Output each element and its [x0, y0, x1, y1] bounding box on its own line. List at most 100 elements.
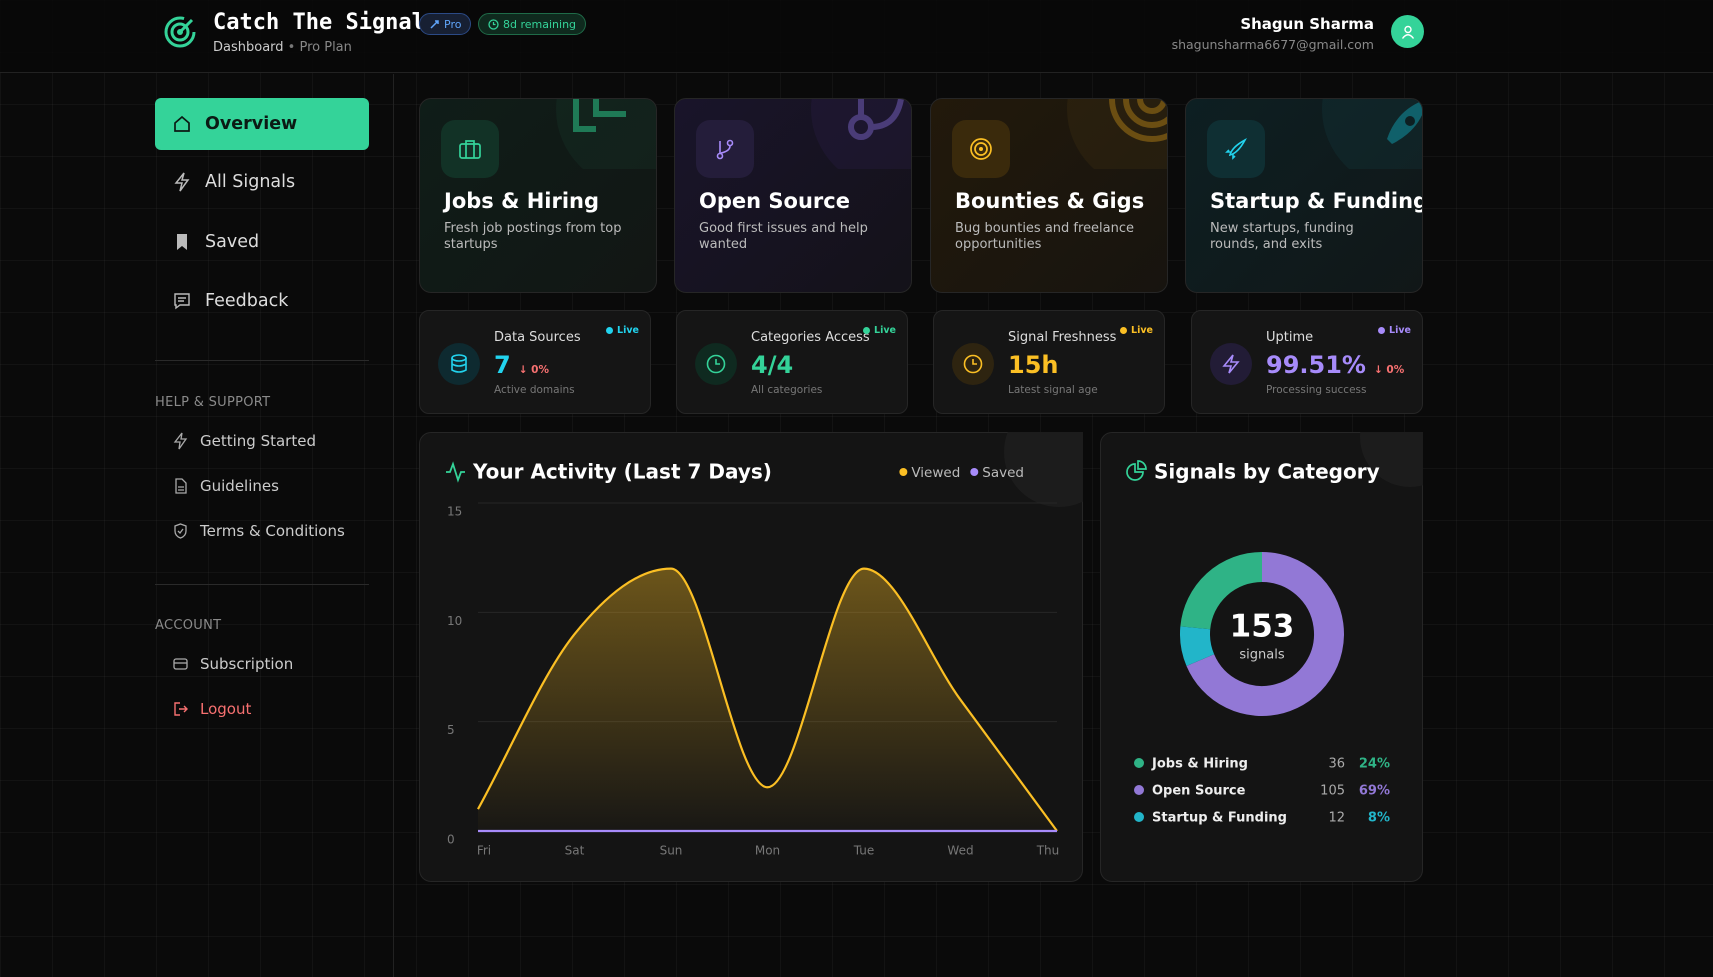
legend-count: 36 [1328, 757, 1345, 772]
donut-caption: signals [1239, 648, 1284, 663]
category-card[interactable]: Open Source Good first issues and help wa… [674, 98, 912, 293]
divider [155, 360, 369, 361]
avatar[interactable] [1391, 15, 1424, 48]
series-line [477, 567, 1058, 832]
legend-label: Viewed [911, 465, 960, 481]
legend-count: 12 [1328, 811, 1345, 826]
sidebar-border [393, 74, 394, 977]
stat-label: Uptime [1266, 330, 1314, 345]
help-item[interactable]: Terms & Conditions [173, 522, 345, 540]
legend-label: Jobs & Hiring [1151, 757, 1248, 772]
header [0, 0, 1713, 73]
category-panel [1100, 432, 1423, 882]
help-label: Terms & Conditions [200, 522, 345, 540]
category-card[interactable]: Startup & Funding New startups, funding r… [1185, 98, 1423, 293]
category-card[interactable]: Jobs & Hiring Fresh job postings from top… [419, 98, 657, 293]
live-badge: Live [1120, 325, 1153, 336]
icon-box [1207, 120, 1265, 178]
category-card[interactable]: Bounties & Gigs Bug bounties and freelanc… [930, 98, 1168, 293]
user-icon [1401, 25, 1414, 39]
bolt-icon [1222, 354, 1240, 374]
card-description: Fresh job postings from top startups [444, 221, 622, 252]
nav-item[interactable]: All Signals [173, 172, 295, 192]
account-item[interactable]: Subscription [173, 655, 293, 673]
section-heading: HELP & SUPPORT [155, 395, 271, 410]
chart-title: Signals by Category [1154, 460, 1380, 484]
legend-share: 24% [1359, 757, 1390, 772]
card-title: Jobs & Hiring [444, 189, 600, 213]
donut-total: 153 [1230, 609, 1295, 645]
donut-segment [1186, 552, 1344, 716]
panel-decoration [1360, 432, 1423, 487]
nav-label: All Signals [205, 172, 296, 192]
logout-item[interactable]: Logout [173, 700, 251, 718]
app-title: Catch The Signal [213, 10, 425, 35]
briefcase-icon [459, 140, 481, 159]
help-item[interactable]: Guidelines [173, 477, 279, 495]
legend-share: 69% [1359, 784, 1390, 799]
stat-card: Signal Freshness 15h Latest signal age Live [933, 310, 1165, 414]
shield-icon [174, 523, 187, 539]
help-label: Getting Started [200, 432, 316, 450]
x-tick-label: Sun [660, 844, 683, 858]
stat-caption: All categories [751, 384, 823, 396]
branch-icon [716, 139, 734, 160]
card-icon [173, 658, 188, 670]
y-tick-label: 5 [447, 723, 455, 737]
help-label: Guidelines [200, 477, 279, 495]
stat-value-row: 7 ↓ 0% [494, 351, 549, 379]
icon-box [952, 120, 1010, 178]
trial-badge: 8d remaining [478, 13, 587, 35]
live-badge: Live [606, 325, 639, 336]
stat-card: Categories Access 4/4 All categories Live [676, 310, 908, 414]
nav-label: Overview [205, 114, 298, 134]
help-item[interactable]: Getting Started [173, 432, 316, 450]
stat-caption: Active domains [494, 384, 575, 396]
x-tick-label: Thu [1036, 844, 1060, 858]
nav-item[interactable]: Saved [173, 232, 259, 252]
live-badge: Live [1378, 325, 1411, 336]
plan-badge: Pro [419, 13, 472, 35]
stat-icon [952, 343, 994, 385]
database-icon [451, 354, 467, 373]
stat-icon [438, 343, 480, 385]
card-description: Good first issues and help wanted [699, 221, 868, 252]
nav-label: Saved [205, 232, 260, 252]
stat-value: 15h [1008, 351, 1059, 379]
breadcrumb-page: Dashboard [213, 40, 284, 55]
stat-caption: Processing success [1266, 384, 1367, 396]
card-title: Startup & Funding [1210, 189, 1423, 213]
y-tick-label: 15 [447, 505, 462, 519]
live-text: Live [1131, 325, 1153, 336]
rocket-icon [1225, 138, 1247, 160]
panel-decoration [1004, 432, 1083, 507]
stat-value-row: 15h [1008, 351, 1058, 379]
badge-icon [430, 19, 439, 29]
stat-value-row: 4/4 [751, 351, 793, 379]
chart-title: Your Activity (Last 7 Days) [472, 460, 772, 484]
section-heading: ACCOUNT [155, 618, 222, 633]
account-label: Logout [200, 700, 252, 718]
category-chart: Signals by Category 153 signals Jobs & Hir… [1126, 432, 1423, 826]
stat-label: Categories Access [751, 330, 870, 345]
x-tick-label: Tue [853, 844, 875, 858]
legend-dot [1134, 812, 1144, 822]
clock-icon [963, 354, 983, 374]
user-name: Shagun Sharma [1240, 15, 1374, 33]
stat-value-row: 99.51% ↓ 0% [1266, 351, 1404, 379]
clock-icon [488, 18, 499, 30]
nav-item-active[interactable]: Overview [155, 98, 369, 150]
pie-icon [1126, 460, 1147, 481]
account-label: Subscription [200, 655, 294, 673]
stat-value: 7 [494, 351, 511, 379]
home-icon [174, 115, 190, 132]
nav-label: Feedback [205, 291, 289, 311]
stat-icon [695, 343, 737, 385]
bolt-icon [173, 432, 188, 450]
card-description: New startups, funding rounds, and exits [1210, 221, 1354, 252]
breadcrumb-plan: Pro Plan [299, 40, 352, 55]
legend-swatch [970, 468, 979, 476]
nav-item[interactable]: Feedback [173, 291, 288, 311]
pulse-icon [446, 461, 465, 483]
